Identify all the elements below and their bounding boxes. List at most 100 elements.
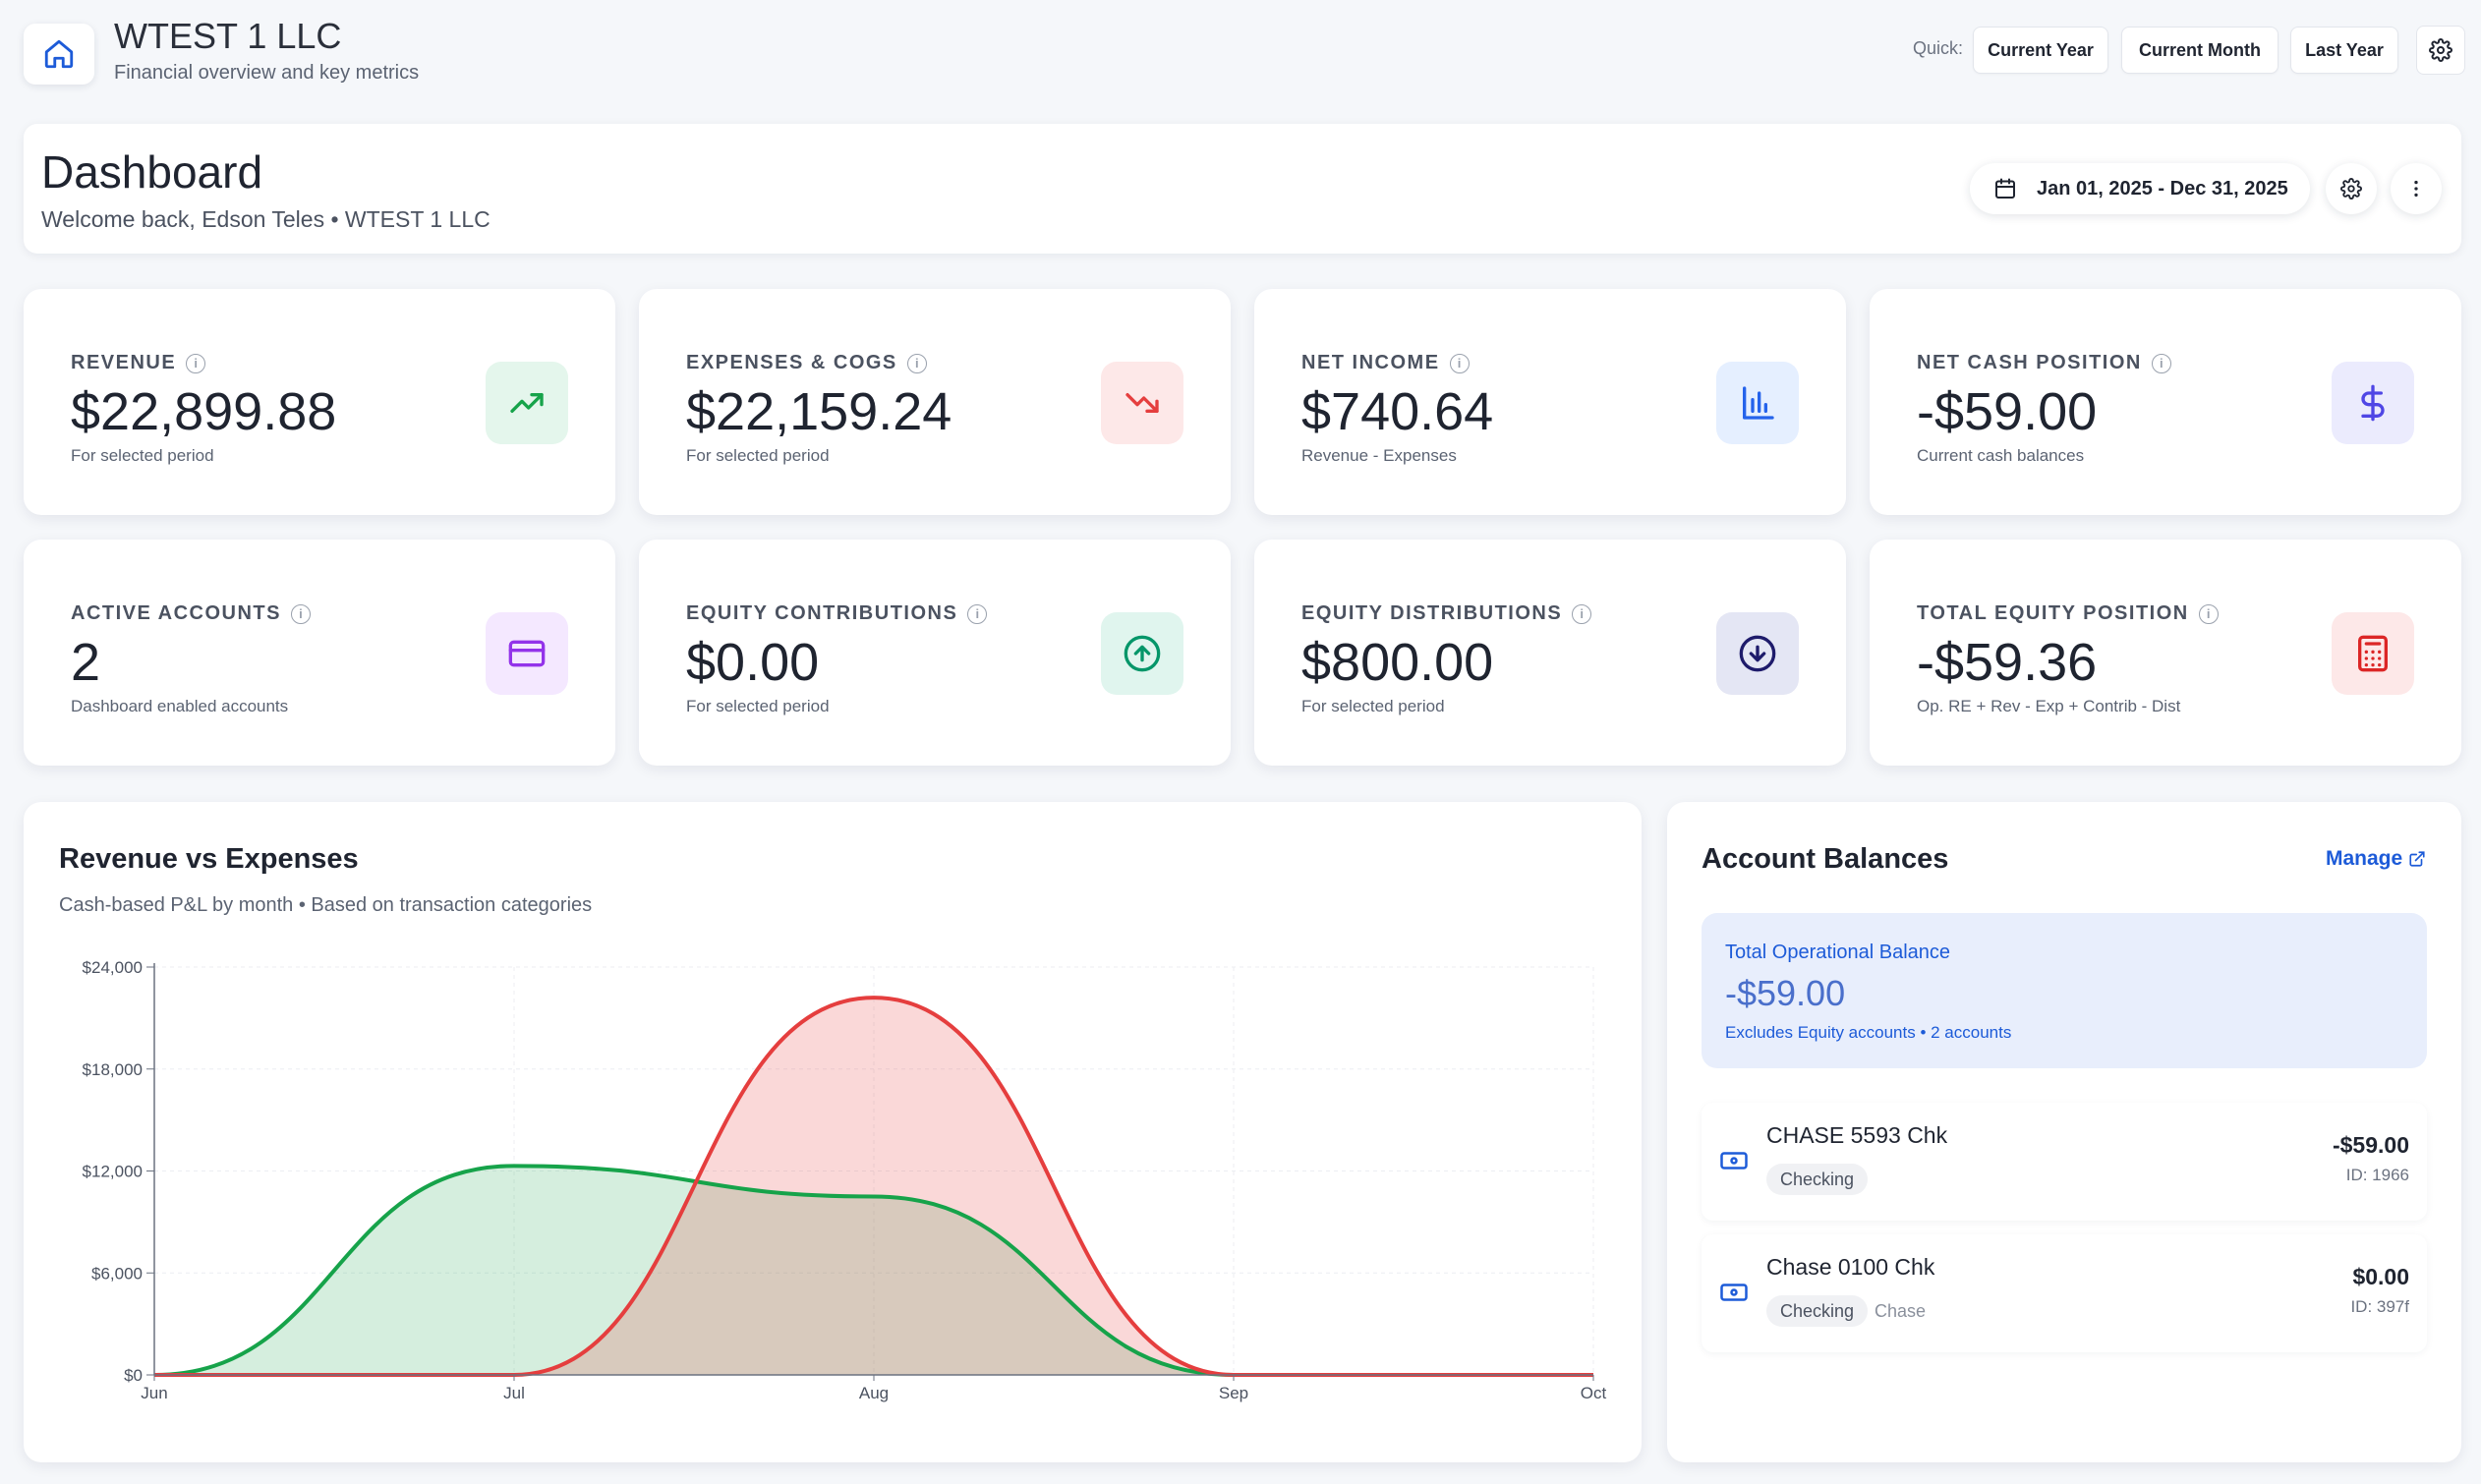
kpi-label: REVENUE i: [71, 352, 206, 374]
arrow-up-circle-icon: [1124, 635, 1161, 672]
kpi-subtext: Op. RE + Rev - Exp + Contrib - Dist: [1917, 697, 2181, 715]
dashboard-settings-button[interactable]: [2326, 163, 2377, 214]
x-tick-label: Jul: [503, 1384, 525, 1402]
arrow-down-circle-icon: [1739, 635, 1776, 672]
y-tick-label: $6,000: [91, 1264, 143, 1283]
date-range-picker[interactable]: Jan 01, 2025 - Dec 31, 2025: [1970, 163, 2310, 214]
more-options-button[interactable]: [2391, 163, 2442, 214]
banknote-icon: [1720, 1152, 1748, 1170]
kpi-subtext: Current cash balances: [1917, 446, 2085, 465]
kpi-icon-badge: [486, 362, 568, 444]
kpi-label: ACTIVE ACCOUNTS i: [71, 602, 311, 625]
kpi-value: $0.00: [686, 633, 820, 692]
external-link-icon: [2409, 851, 2425, 867]
kpi-card-expenses-cogs: EXPENSES & COGS i $22,159.24 For selected p…: [639, 289, 1231, 515]
kpi-subtext: Dashboard enabled accounts: [71, 697, 289, 715]
kpi-subtext: For selected period: [686, 446, 830, 465]
date-range-text: Jan 01, 2025 - Dec 31, 2025: [2037, 177, 2288, 200]
x-tick-label: Aug: [859, 1384, 889, 1402]
series-area: [154, 998, 1593, 1375]
kpi-subtext: For selected period: [1301, 697, 1445, 715]
home-button[interactable]: [24, 24, 94, 85]
total-balance-box: [1702, 913, 2427, 1068]
revenue-expenses-chart: $0 $6,000 $12,000 $18,000 $24,000 Jun Jul Aug Se…: [83, 958, 1607, 1402]
info-icon[interactable]: i: [290, 603, 311, 624]
account-name: Chase 0100 Chk: [1766, 1254, 1935, 1280]
account-row[interactable]: CHASE 5593 Chk Checking -$59.00 ID: 1966: [1702, 1103, 2427, 1221]
credit-card-icon: [508, 640, 546, 667]
banknote-icon: [1720, 1284, 1748, 1301]
series-area: [154, 1166, 1593, 1375]
account-row[interactable]: Chase 0100 Chk Checking Chase $0.00 ID: …: [1702, 1234, 2427, 1352]
dollar-icon: [2361, 384, 2385, 422]
total-balance-value: -$59.00: [1725, 973, 1846, 1013]
account-name: CHASE 5593 Chk: [1766, 1122, 1948, 1148]
x-tick-label: Jun: [141, 1384, 167, 1402]
y-tick-label: $0: [124, 1366, 143, 1385]
y-tick-label: $24,000: [83, 958, 143, 977]
kpi-subtext: For selected period: [686, 697, 830, 715]
account-id: ID: 397f: [2350, 1297, 2409, 1316]
x-tick-label: Sep: [1219, 1384, 1248, 1402]
y-tick-label: $12,000: [83, 1163, 143, 1181]
account-id: ID: 1966: [2345, 1166, 2409, 1184]
account-amount: $0.00: [2352, 1264, 2409, 1289]
info-icon[interactable]: i: [906, 353, 927, 373]
kpi-icon-badge: [1101, 362, 1183, 444]
account-bank: Chase: [1875, 1301, 1927, 1321]
page-title: Dashboard: [41, 146, 263, 198]
y-tick-label: $18,000: [83, 1060, 143, 1079]
calculator-icon: [2358, 635, 2388, 672]
total-balance-note: Excludes Equity accounts • 2 accounts: [1725, 1023, 2012, 1042]
quick-current-year-button[interactable]: Current Year: [1973, 27, 2108, 74]
quick-last-year-button[interactable]: Last Year: [2290, 27, 2398, 74]
info-icon[interactable]: i: [1572, 603, 1592, 624]
company-name: WTEST 1 LLC: [114, 16, 342, 56]
chart-subtitle: Cash-based P&L by month • Based on trans…: [59, 894, 593, 916]
gear-icon: [2429, 38, 2452, 62]
info-icon[interactable]: i: [1449, 353, 1470, 373]
kpi-subtext: Revenue - Expenses: [1301, 446, 1457, 465]
manage-label: Manage: [2326, 847, 2403, 870]
kpi-value: 2: [71, 633, 101, 692]
total-balance-label: Total Operational Balance: [1725, 942, 1951, 963]
manage-link[interactable]: Manage: [2326, 847, 2426, 871]
info-icon[interactable]: i: [2151, 353, 2171, 373]
info-icon[interactable]: i: [2198, 603, 2219, 624]
info-icon[interactable]: i: [186, 353, 206, 373]
account-balances-title: Account Balances: [1702, 843, 1949, 875]
quick-label: Quick:: [1913, 38, 1964, 58]
account-amount: -$59.00: [2332, 1132, 2409, 1158]
settings-button[interactable]: [2416, 26, 2465, 75]
kpi-card-equity-contributions: EQUITY CONTRIBUTIONS i $0.00 For selected p…: [639, 540, 1231, 766]
quick-current-month-button[interactable]: Current Month: [2121, 27, 2279, 74]
x-tick-label: Oct: [1581, 1384, 1607, 1402]
kpi-subtext: For selected period: [71, 446, 214, 465]
kpi-card-revenue: REVENUE i $22,899.88 For selected period: [24, 289, 615, 515]
kpi-label: EQUITY CONTRIBUTIONS i: [686, 602, 988, 625]
kpi-value: $800.00: [1301, 633, 1494, 692]
kpi-label: NET CASH POSITION i: [1917, 352, 2171, 374]
revenue-expenses-chart-card: [24, 802, 1642, 1462]
kpi-value: $22,159.24: [686, 382, 952, 441]
trending-up-icon: [510, 393, 544, 413]
kpi-label: NET INCOME i: [1301, 352, 1470, 374]
kpi-icon-badge: [1716, 612, 1799, 695]
info-icon[interactable]: i: [967, 603, 988, 624]
header-subtitle: Financial overview and key metrics: [114, 62, 420, 84]
kpi-card-net-cash-position: NET CASH POSITION i -$59.00 Current cash ba…: [1870, 289, 2461, 515]
calendar-icon: [1995, 178, 2015, 199]
kpi-label: EXPENSES & COGS i: [686, 352, 927, 374]
bar-chart-icon: [1743, 386, 1774, 420]
gear-icon: [2340, 178, 2362, 200]
kpi-value: $740.64: [1301, 382, 1494, 441]
more-vertical-icon: [2414, 180, 2418, 198]
kpi-card-net-income: NET INCOME i $740.64 Revenue - Expenses: [1254, 289, 1846, 515]
trending-down-icon: [1125, 393, 1159, 413]
chart-title: Revenue vs Expenses: [59, 843, 359, 875]
kpi-icon-badge: [2332, 612, 2414, 695]
kpi-icon-badge: [1716, 362, 1799, 444]
kpi-value: $22,899.88: [71, 382, 337, 441]
kpi-value: -$59.36: [1917, 633, 2098, 692]
account-type-badge: Checking: [1766, 1295, 1869, 1327]
